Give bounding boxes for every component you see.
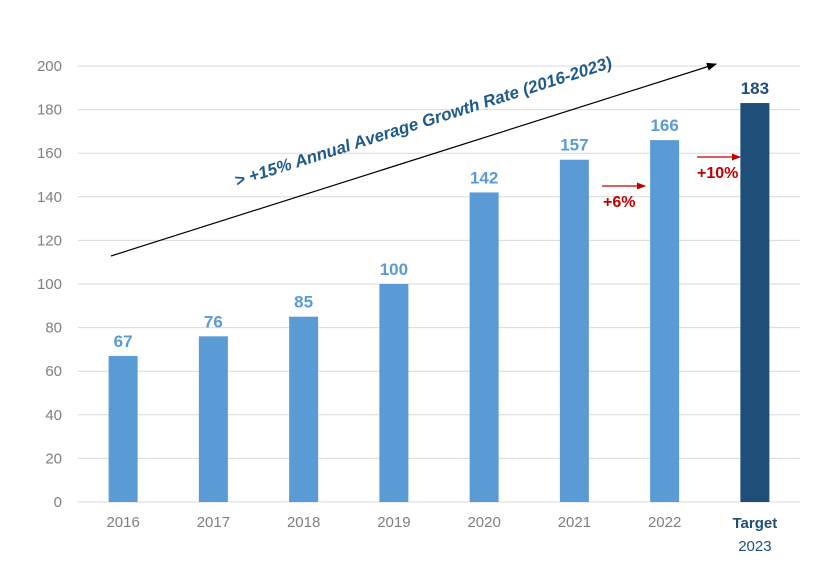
data-label: 76 <box>204 312 223 331</box>
x-tick-label: 2016 <box>106 514 139 531</box>
annotations: > +15% Annual Average Growth Rate (2016-… <box>110 53 741 257</box>
y-tick-label: 180 <box>37 102 62 119</box>
data-label: 100 <box>380 260 408 279</box>
y-axis-ticks: 0 20 40 60 80 100 120 140 160 180 200 <box>37 58 62 511</box>
data-labels: 67 76 85 100 142 157 166 183 <box>114 79 769 351</box>
y-tick-label: 160 <box>37 145 62 162</box>
y-tick-label: 40 <box>45 407 62 424</box>
trend-annotation: > +15% Annual Average Growth Rate (2016-… <box>232 53 614 191</box>
data-label: 67 <box>114 332 133 351</box>
y-tick-label: 100 <box>37 276 62 293</box>
x-axis-ticks: 2016 2017 2018 2019 2020 2021 2022 Target 2023 <box>106 514 777 555</box>
data-label: 183 <box>741 79 769 98</box>
x-tick-label: 2020 <box>467 514 500 531</box>
bar <box>108 355 138 502</box>
bar <box>650 140 680 502</box>
x-tick-label: 2023 <box>738 538 771 555</box>
data-label: 157 <box>560 136 588 155</box>
data-label: 142 <box>470 168 498 187</box>
x-tick-label: 2021 <box>558 514 591 531</box>
data-label: 166 <box>650 116 678 135</box>
data-label: 85 <box>294 293 313 312</box>
y-tick-label: 80 <box>45 320 62 337</box>
bar <box>740 103 770 502</box>
y-tick-label: 0 <box>54 494 62 511</box>
gridlines <box>78 65 800 503</box>
x-tick-label: 2022 <box>648 514 681 531</box>
x-tick-label: 2017 <box>197 514 230 531</box>
bar <box>289 316 319 502</box>
y-tick-label: 120 <box>37 232 62 249</box>
bar <box>559 159 589 503</box>
y-tick-label: 20 <box>45 450 62 467</box>
bar <box>379 284 409 502</box>
y-tick-label: 140 <box>37 189 62 206</box>
y-tick-label: 200 <box>37 58 62 75</box>
bar <box>469 192 499 502</box>
x-tick-label: Target <box>733 515 778 532</box>
x-tick-label: 2019 <box>377 514 410 531</box>
growth-label: +10% <box>697 165 738 182</box>
x-tick-label: 2018 <box>287 514 320 531</box>
growth-label: +6% <box>603 194 635 211</box>
bar <box>198 336 228 502</box>
bars <box>108 103 770 503</box>
trend-arrow <box>110 62 717 257</box>
y-tick-label: 60 <box>45 363 62 380</box>
